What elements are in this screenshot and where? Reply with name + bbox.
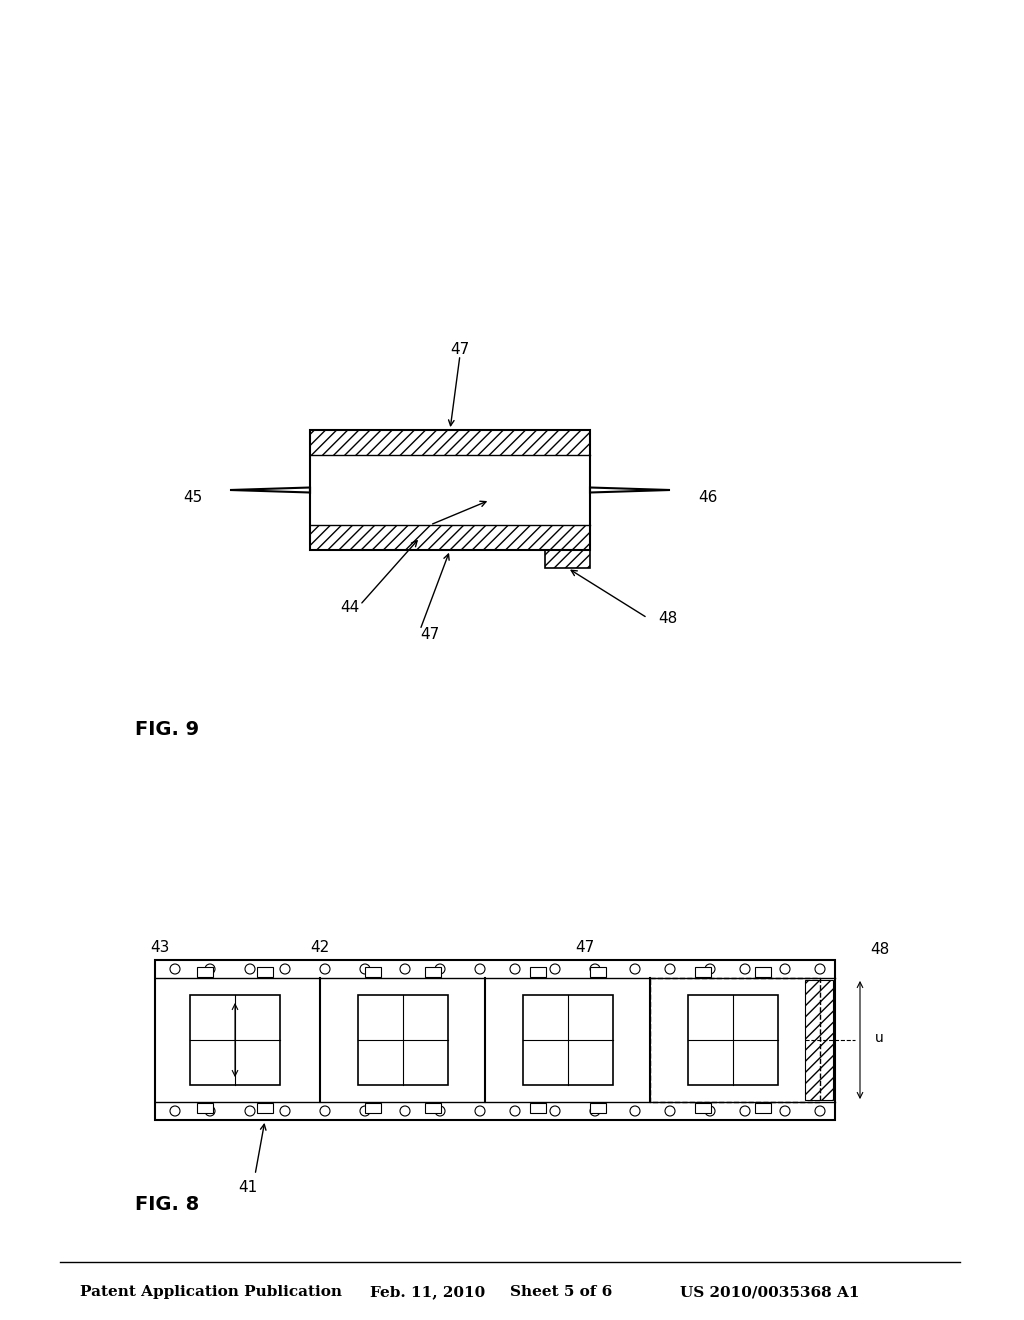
Text: 43: 43 <box>151 940 170 954</box>
Bar <box>530 968 546 977</box>
Bar <box>695 968 711 977</box>
Bar <box>695 1104 711 1113</box>
Bar <box>257 968 273 977</box>
Text: FIG. 8: FIG. 8 <box>135 1195 200 1214</box>
Bar <box>805 979 833 1100</box>
Bar <box>197 1104 213 1113</box>
Bar <box>688 995 778 1085</box>
Bar <box>310 525 590 550</box>
Bar <box>523 995 613 1085</box>
Text: 47: 47 <box>421 627 439 642</box>
Bar <box>530 1104 546 1113</box>
Bar <box>197 968 213 977</box>
Bar <box>310 430 590 550</box>
Text: Patent Application Publication: Patent Application Publication <box>80 1284 342 1299</box>
Text: 48: 48 <box>657 611 677 626</box>
Bar <box>755 1104 771 1113</box>
Bar <box>190 995 280 1085</box>
Bar <box>257 1104 273 1113</box>
Text: 47: 47 <box>451 342 470 356</box>
Bar <box>425 968 441 977</box>
Bar <box>545 550 590 568</box>
Bar <box>365 1104 381 1113</box>
Text: 44: 44 <box>340 601 359 615</box>
Bar <box>425 1104 441 1113</box>
Bar <box>590 1104 606 1113</box>
Text: 41: 41 <box>239 1180 258 1195</box>
Bar <box>650 978 820 1102</box>
Text: US 2010/0035368 A1: US 2010/0035368 A1 <box>680 1284 859 1299</box>
Bar <box>590 968 606 977</box>
Bar <box>358 995 449 1085</box>
Text: FIG. 9: FIG. 9 <box>135 719 199 739</box>
Bar <box>365 968 381 977</box>
Text: u: u <box>874 1031 884 1045</box>
Text: Sheet 5 of 6: Sheet 5 of 6 <box>510 1284 612 1299</box>
Text: 47: 47 <box>575 940 595 954</box>
Text: 48: 48 <box>870 942 890 957</box>
Bar <box>155 960 835 1119</box>
Bar <box>310 430 590 455</box>
Text: 45: 45 <box>182 491 202 506</box>
Text: 42: 42 <box>310 940 330 954</box>
Text: 46: 46 <box>698 491 718 506</box>
Bar <box>755 968 771 977</box>
Text: Feb. 11, 2010: Feb. 11, 2010 <box>370 1284 485 1299</box>
